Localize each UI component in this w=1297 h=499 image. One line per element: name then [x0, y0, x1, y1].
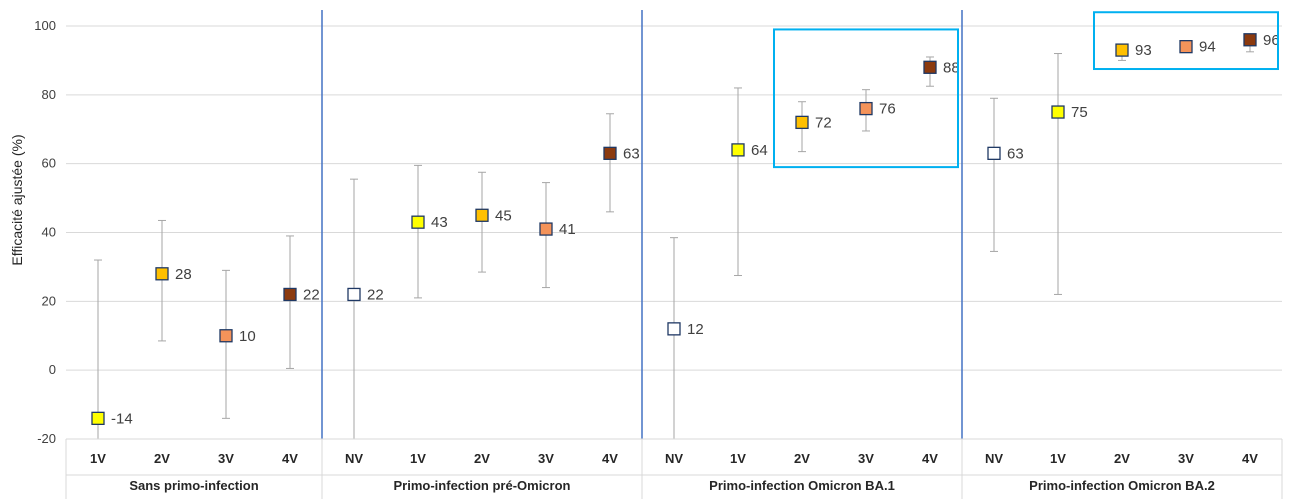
y-tick-label: 20 — [42, 293, 56, 308]
group-label: Primo-infection Omicron BA.1 — [709, 478, 895, 493]
category-label: 1V — [410, 451, 426, 466]
data-label: 75 — [1071, 104, 1088, 121]
y-tick-label: 0 — [49, 362, 56, 377]
category-label: 2V — [154, 451, 170, 466]
category-label: 2V — [1114, 451, 1130, 466]
data-point — [731, 143, 745, 157]
category-label: 4V — [282, 451, 298, 466]
category-label: 4V — [602, 451, 618, 466]
category-label: 1V — [730, 451, 746, 466]
category-label: 4V — [922, 451, 938, 466]
category-label: 3V — [218, 451, 234, 466]
x-axis-categories: Sans primo-infection 1V 2V 3V 4V Primo-infect… — [65, 438, 1283, 499]
data-label: 12 — [687, 321, 704, 338]
y-tick-label: -20 — [37, 431, 56, 446]
category-label: 2V — [474, 451, 490, 466]
data-label: 22 — [367, 286, 384, 303]
group-separators — [321, 10, 963, 439]
data-label: 43 — [431, 214, 448, 231]
data-label: 96 — [1263, 32, 1280, 49]
data-label: 76 — [879, 101, 896, 118]
data-label: 64 — [751, 142, 768, 159]
group-label: Sans primo-infection — [129, 478, 258, 493]
data-point — [1051, 105, 1065, 119]
data-point — [859, 101, 873, 116]
category-label: 2V — [794, 451, 810, 466]
category-label: NV — [985, 451, 1003, 466]
data-label: 45 — [495, 207, 512, 224]
data-label: 63 — [623, 145, 640, 162]
data-label: 94 — [1199, 39, 1216, 56]
data-point — [475, 208, 489, 222]
y-tick-label: 80 — [42, 87, 56, 102]
data-label: 41 — [559, 221, 576, 238]
data-label: -14 — [111, 410, 133, 427]
data-label: 72 — [815, 114, 832, 131]
data-label: 10 — [239, 328, 256, 345]
y-axis-label: Efficacité ajustée (%) — [9, 134, 25, 265]
data-point — [219, 329, 233, 343]
data-point — [667, 322, 681, 336]
highlight-boxes — [773, 11, 1279, 169]
data-label: 88 — [943, 59, 960, 76]
data-point — [155, 267, 169, 281]
category-label: NV — [345, 451, 363, 466]
category-label: 3V — [1178, 451, 1194, 466]
data-point — [91, 411, 105, 426]
y-tick-label: 60 — [42, 156, 56, 171]
highlight-box — [1093, 11, 1279, 71]
data-label: 63 — [1007, 145, 1024, 162]
group-label: Primo-infection pré-Omicron — [394, 478, 571, 493]
data-point — [1179, 40, 1193, 54]
y-tick-label: 40 — [42, 225, 56, 240]
data-point — [987, 146, 1001, 160]
data-point — [795, 115, 809, 130]
data-label: 28 — [175, 266, 192, 283]
group-label: Primo-infection Omicron BA.2 — [1029, 478, 1215, 493]
y-axis: -20 0 20 40 60 80 100 — [34, 18, 56, 446]
data-point — [539, 222, 553, 236]
data-point — [603, 146, 617, 160]
category-label: 1V — [1050, 451, 1066, 466]
category-label: 4V — [1242, 451, 1258, 466]
data-label: 22 — [303, 286, 320, 303]
data-points — [91, 33, 1257, 426]
data-point — [923, 60, 937, 74]
category-label: NV — [665, 451, 683, 466]
data-labels: -14 28 10 22 22 43 45 41 63 12 64 72 76 88 63 75 93 94 96 — [111, 32, 1280, 428]
data-point — [1115, 43, 1129, 57]
data-point — [347, 287, 361, 302]
data-point — [1243, 33, 1257, 47]
category-label: 3V — [858, 451, 874, 466]
data-point — [411, 215, 425, 229]
data-point — [283, 287, 297, 302]
y-tick-label: 100 — [34, 18, 56, 33]
highlight-box — [773, 28, 959, 169]
data-label: 93 — [1135, 42, 1152, 59]
category-label: 3V — [538, 451, 554, 466]
error-bars — [94, 35, 1254, 439]
category-label: 1V — [90, 451, 106, 466]
